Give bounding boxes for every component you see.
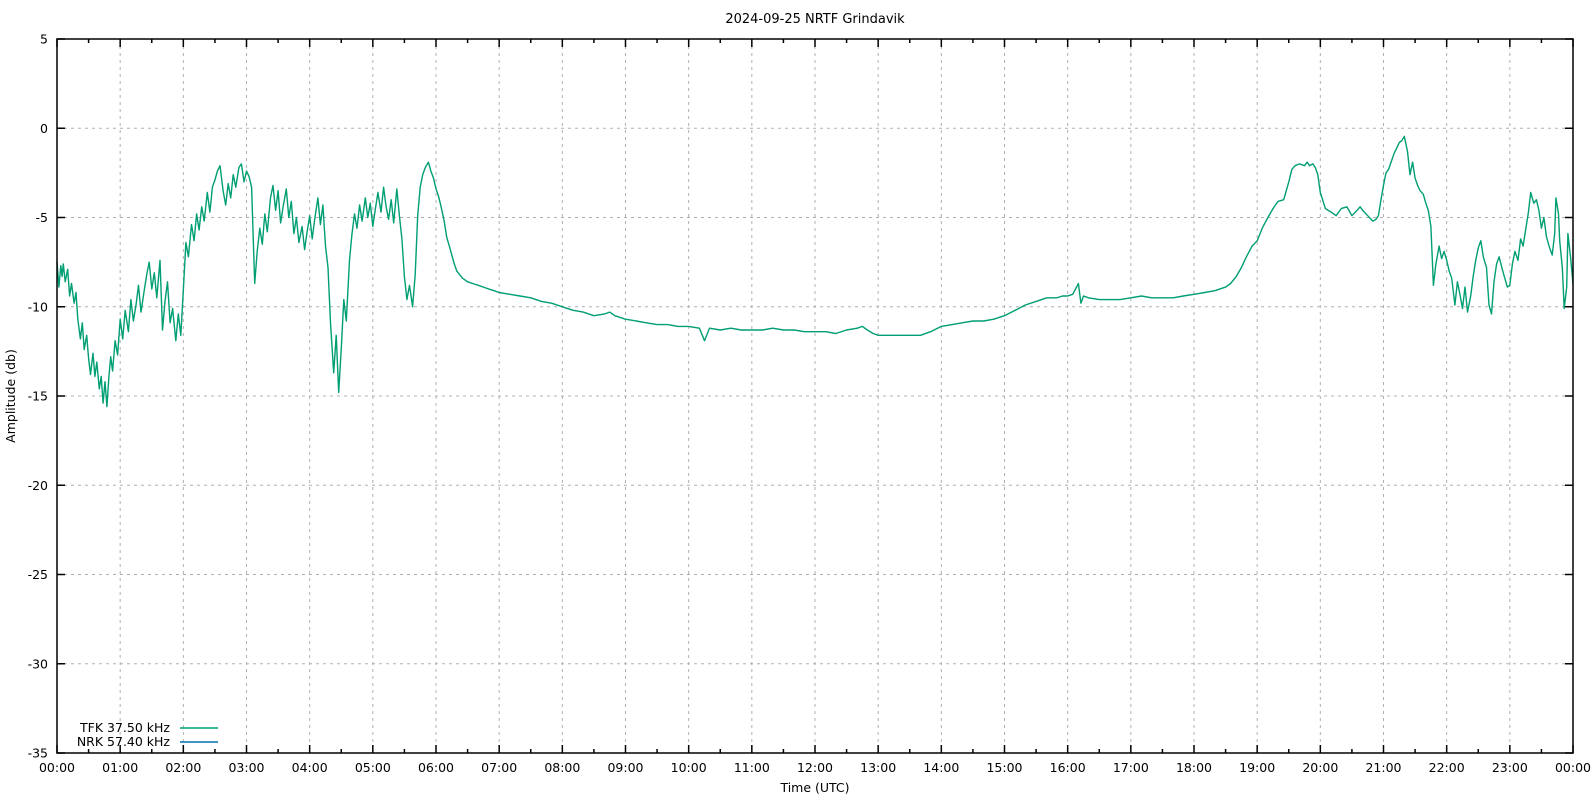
- y-tick-label: -30: [28, 656, 48, 671]
- y-tick-label: -15: [28, 389, 48, 404]
- x-tick-label: 09:00: [607, 760, 643, 775]
- x-tick-label: 15:00: [986, 760, 1022, 775]
- x-tick-label: 23:00: [1492, 760, 1528, 775]
- x-tick-label: 00:00: [39, 760, 75, 775]
- x-tick-label: 03:00: [228, 760, 264, 775]
- x-tick-label: 07:00: [481, 760, 517, 775]
- y-tick-label: -20: [28, 478, 48, 493]
- y-tick-label: -10: [28, 299, 48, 314]
- axis-tick-labels: 00:00 01:00 02:00 03:00 04:00 05:00 06:00 07:00…: [28, 32, 1591, 776]
- legend: TFK 37.50 kHz NRK 57.40 kHz: [77, 720, 218, 749]
- y-tick-label: -35: [28, 746, 48, 761]
- x-tick-label: 18:00: [1176, 760, 1212, 775]
- legend-label-tfk: TFK 37.50 kHz: [79, 720, 170, 735]
- x-tick-label: 01:00: [102, 760, 138, 775]
- plot-border: [56, 38, 1574, 754]
- series-line: [56, 135, 1574, 408]
- y-tick-label: 5: [40, 32, 48, 47]
- x-tick-label: 16:00: [1050, 760, 1086, 775]
- data-series: [56, 135, 1574, 408]
- x-tick-label: 08:00: [544, 760, 580, 775]
- legend-label-nrk: NRK 57.40 kHz: [77, 734, 171, 749]
- x-tick-label: 10:00: [671, 760, 707, 775]
- x-tick-label: 02:00: [165, 760, 201, 775]
- x-axis-label: Time (UTC): [779, 780, 849, 795]
- x-tick-label: 19:00: [1239, 760, 1275, 775]
- x-tick-label: 21:00: [1365, 760, 1401, 775]
- y-tick-label: -5: [36, 210, 48, 225]
- y-tick-label: -25: [28, 567, 48, 582]
- x-tick-label: 14:00: [923, 760, 959, 775]
- grid-lines: [57, 39, 1573, 753]
- x-tick-label: 11:00: [734, 760, 770, 775]
- chart-title: 2024-09-25 NRTF Grindavik: [725, 12, 905, 27]
- y-axis-label: Amplitude (db): [3, 349, 18, 443]
- x-tick-label: 05:00: [355, 760, 391, 775]
- x-tick-label: 04:00: [292, 760, 328, 775]
- x-tick-label: 13:00: [860, 760, 896, 775]
- x-tick-label: 00:00: [1555, 760, 1591, 775]
- x-tick-label: 12:00: [797, 760, 833, 775]
- x-tick-label: 20:00: [1302, 760, 1338, 775]
- y-tick-label: 0: [40, 121, 48, 136]
- x-tick-label: 06:00: [418, 760, 454, 775]
- x-tick-label: 22:00: [1429, 760, 1465, 775]
- x-tick-label: 17:00: [1113, 760, 1149, 775]
